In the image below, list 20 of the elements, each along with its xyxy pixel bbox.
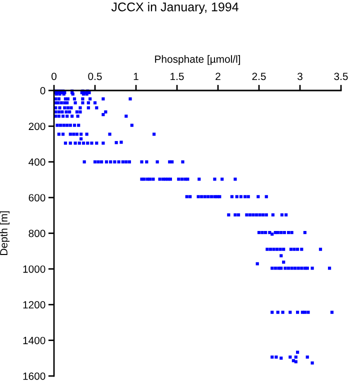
y-tick-label: 200: [28, 122, 46, 130]
y-tick-label: 1400: [23, 336, 46, 344]
y-tick-label: 1000: [23, 265, 46, 273]
x-axis-title: Phosphate [µmol/l]: [155, 55, 240, 65]
x-tick-label: 0.5: [88, 72, 102, 80]
y-tick-label: 0: [40, 87, 46, 94]
y-tick-label: 400: [28, 158, 46, 166]
x-tick-label: 3: [298, 72, 302, 80]
y-tick-label: 1200: [23, 301, 46, 308]
y-tick-label: 1600: [23, 372, 46, 380]
y-tick-label: 800: [28, 230, 46, 238]
x-tick-label: 2.5: [252, 72, 266, 80]
x-tick-label: 0: [52, 72, 56, 80]
y-axis-title: Depth [m]: [0, 211, 10, 255]
x-tick-label: 2: [216, 72, 220, 80]
y-tick-label: 600: [28, 194, 46, 202]
x-tick-label: 1: [134, 72, 138, 80]
chart-title: JCCX in January, 1994: [111, 2, 238, 14]
x-tick-label: 3.5: [334, 72, 348, 80]
x-tick-label: 1.5: [170, 72, 184, 80]
